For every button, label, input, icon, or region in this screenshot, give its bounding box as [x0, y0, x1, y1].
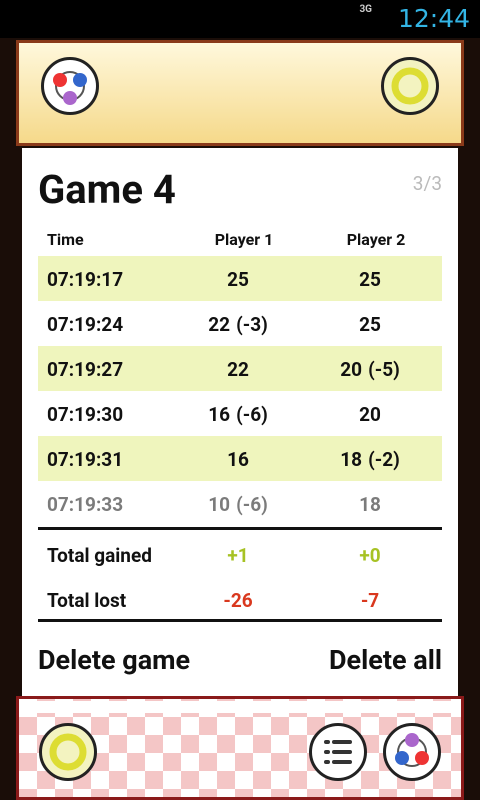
score: 22: [227, 358, 249, 381]
list-icon: [324, 740, 352, 764]
list-button[interactable]: [309, 723, 367, 781]
score: 16: [208, 403, 231, 426]
footer-rail: [23, 701, 457, 713]
total-label: Total lost: [47, 589, 127, 612]
score-row: 07:19:17 25 25: [38, 256, 442, 301]
time-cell: 07:19:33: [47, 493, 124, 516]
score-row: 07:19:31 16 18 (-2): [38, 436, 442, 481]
clock: 12:44: [397, 4, 470, 33]
score: 25: [359, 268, 381, 291]
score-change: (-6): [236, 403, 268, 426]
game-title: Game 4: [38, 166, 176, 213]
score-change: (-5): [368, 358, 400, 381]
score-change: (-2): [368, 448, 400, 471]
score-change: (-6): [236, 493, 268, 516]
divider: [38, 527, 442, 530]
score: 20: [340, 358, 363, 381]
undo-icon: [49, 733, 87, 771]
footer-bar: [16, 696, 464, 800]
score-row: 07:19:24 22 (-3) 25: [38, 301, 442, 346]
time-cell: 07:19:17: [47, 268, 124, 291]
divider: [38, 619, 442, 622]
reset-button[interactable]: [381, 57, 439, 115]
score: 10: [208, 493, 231, 516]
score-row: 07:19:33 10 (-6) 18: [38, 481, 442, 526]
page-indicator: 3/3: [412, 172, 442, 195]
game-card: Game 4 3/3 Time Player 1 Player 2 Delete…: [22, 148, 458, 696]
status-bar: 3G 12:44: [0, 0, 480, 38]
score: 22: [208, 313, 231, 336]
time-cell: 07:19:27: [47, 358, 124, 381]
score: 20: [359, 403, 381, 426]
delete-game-button[interactable]: Delete game: [38, 644, 191, 676]
network: 3G: [359, 4, 372, 15]
score: 18: [359, 493, 381, 516]
total-row: Total gained +1 +0: [47, 544, 381, 567]
total-label: Total gained: [47, 544, 152, 567]
score-row: 07:19:30 16 (-6) 20: [38, 391, 442, 436]
undo-button[interactable]: [39, 723, 97, 781]
score-row: 07:19:27 22 20 (-5): [38, 346, 442, 391]
reset-icon: [391, 67, 429, 105]
score: 25: [227, 268, 249, 291]
score-change: (-3): [236, 313, 268, 336]
score: 18: [340, 448, 363, 471]
players-icon: [395, 733, 429, 767]
delete-all-button[interactable]: Delete all: [328, 644, 442, 676]
score: 16: [227, 448, 249, 471]
players-icon: [53, 71, 87, 105]
players-button[interactable]: [383, 723, 441, 781]
time-cell: 07:19:31: [47, 448, 124, 471]
column-header: Time: [47, 230, 84, 249]
time-cell: 07:19:30: [47, 403, 124, 426]
score: 25: [359, 313, 381, 336]
total-row: Total lost -26 -7: [47, 589, 380, 612]
ornate-header: [16, 40, 464, 146]
players-button[interactable]: [41, 57, 99, 115]
time-cell: 07:19:24: [47, 313, 124, 336]
